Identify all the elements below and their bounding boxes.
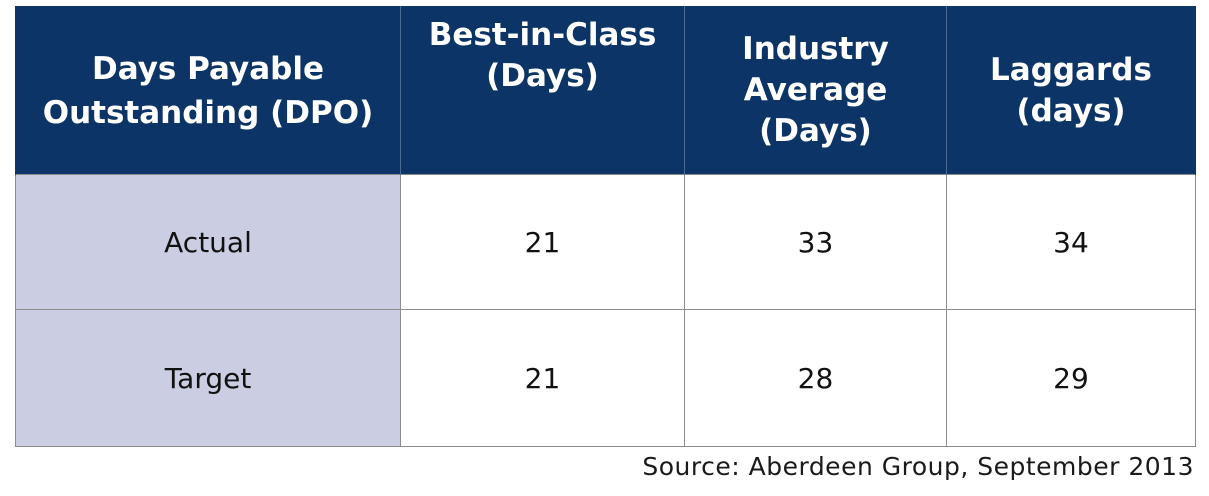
cell-actual-laggards: 34 xyxy=(946,174,1196,310)
cell-target-laggards: 29 xyxy=(946,309,1196,447)
header-industry-average: Industry Average (Days) xyxy=(684,6,947,175)
cell-target-industry-average: 28 xyxy=(684,309,947,447)
table-row-target: Target 21 28 29 xyxy=(15,309,1196,447)
cell-target-best-in-class: 21 xyxy=(400,309,685,447)
source-note: Source: Aberdeen Group, September 2013 xyxy=(642,452,1194,481)
table-row-actual: Actual 21 33 34 xyxy=(15,174,1196,310)
header-dpo: Days Payable Outstanding (DPO) xyxy=(15,6,401,175)
row-label-target: Target xyxy=(15,309,401,447)
header-best-in-class: Best-in-Class (Days) xyxy=(400,6,685,175)
table-body: Actual 21 33 34 Target 21 28 29 xyxy=(15,174,1196,447)
cell-actual-industry-average: 33 xyxy=(684,174,947,310)
header-row: Days Payable Outstanding (DPO) Best-in-C… xyxy=(15,6,1196,175)
row-label-actual: Actual xyxy=(15,174,401,310)
header-laggards: Laggards (days) xyxy=(946,6,1196,175)
table-header: Days Payable Outstanding (DPO) Best-in-C… xyxy=(15,6,1196,175)
dpo-table-container: Days Payable Outstanding (DPO) Best-in-C… xyxy=(15,6,1196,447)
cell-actual-best-in-class: 21 xyxy=(400,174,685,310)
dpo-table: Days Payable Outstanding (DPO) Best-in-C… xyxy=(15,6,1196,447)
